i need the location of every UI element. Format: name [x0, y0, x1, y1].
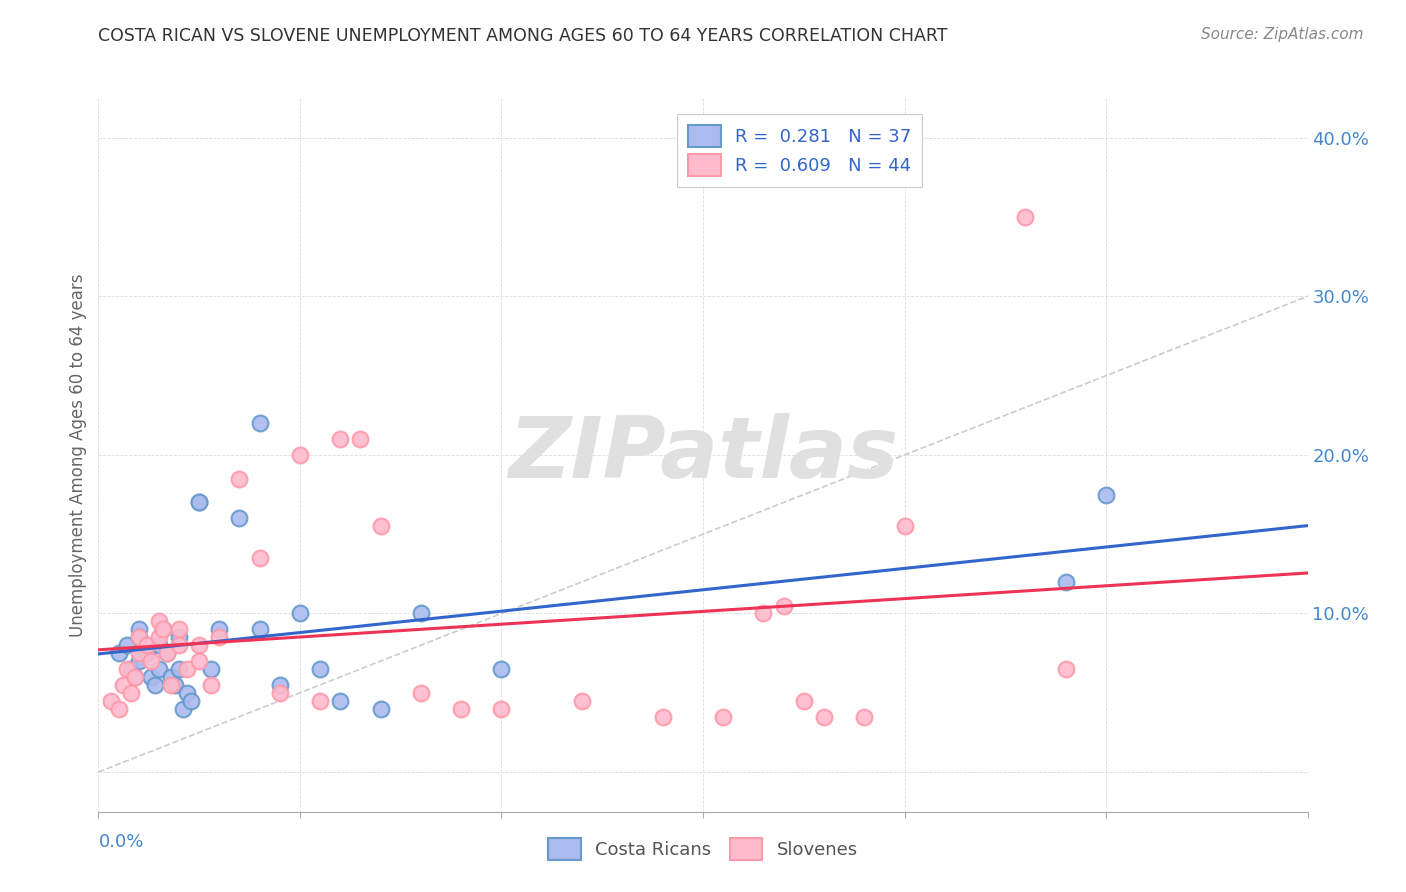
Point [124, 670, 146, 684]
Point [309, 662, 332, 676]
Point [143, 678, 166, 692]
Point [167, 630, 190, 644]
Point [249, 623, 271, 637]
Point [651, 709, 673, 723]
Point [1054, 574, 1077, 589]
Point [188, 495, 211, 509]
Point [349, 432, 371, 446]
Point [167, 662, 190, 676]
Point [135, 646, 157, 660]
Point [711, 709, 734, 723]
Point [228, 472, 250, 486]
Point [172, 701, 194, 715]
Point [156, 646, 179, 660]
Y-axis label: Unemployment Among Ages 60 to 64 years: Unemployment Among Ages 60 to 64 years [69, 273, 87, 637]
Point [409, 686, 432, 700]
Point [160, 678, 183, 692]
Point [167, 623, 190, 637]
Point [148, 615, 170, 629]
Point [115, 662, 138, 676]
Text: ZIPatlas: ZIPatlas [508, 413, 898, 497]
Point [107, 646, 129, 660]
Point [1054, 662, 1077, 676]
Point [200, 662, 222, 676]
Point [793, 694, 815, 708]
Point [148, 630, 170, 644]
Point [128, 654, 150, 668]
Point [208, 623, 231, 637]
Point [269, 686, 291, 700]
Point [128, 630, 150, 644]
Point [180, 694, 202, 708]
Point [115, 638, 138, 652]
Point [893, 519, 915, 533]
Point [188, 654, 211, 668]
Point [120, 686, 142, 700]
Point [1095, 487, 1118, 501]
Point [111, 678, 134, 692]
Point [176, 686, 198, 700]
Point [139, 654, 162, 668]
Point [163, 678, 186, 692]
Point [370, 701, 392, 715]
Text: 0.0%: 0.0% [98, 833, 143, 851]
Point [188, 495, 211, 509]
Point [120, 662, 142, 676]
Point [329, 432, 352, 446]
Point [128, 623, 150, 637]
Point [128, 630, 150, 644]
Point [491, 701, 513, 715]
Point [269, 678, 291, 692]
Legend: Costa Ricans, Slovenes: Costa Ricans, Slovenes [541, 830, 865, 867]
Point [288, 607, 311, 621]
Point [208, 630, 231, 644]
Point [309, 694, 332, 708]
Point [176, 662, 198, 676]
Point [853, 709, 876, 723]
Point [228, 511, 250, 525]
Point [156, 646, 179, 660]
Point [288, 448, 311, 462]
Point [772, 599, 794, 613]
Point [124, 670, 146, 684]
Text: Source: ZipAtlas.com: Source: ZipAtlas.com [1201, 27, 1364, 42]
Point [1014, 210, 1036, 224]
Point [571, 694, 593, 708]
Point [139, 670, 162, 684]
Point [152, 623, 174, 637]
Point [107, 701, 129, 715]
Point [100, 694, 122, 708]
Point [160, 670, 183, 684]
Point [249, 416, 271, 430]
Point [188, 638, 211, 652]
Point [148, 638, 170, 652]
Point [148, 662, 170, 676]
Point [167, 638, 190, 652]
Point [200, 678, 222, 692]
Point [135, 638, 157, 652]
Point [813, 709, 835, 723]
Point [450, 701, 472, 715]
Point [152, 623, 174, 637]
Point [752, 607, 775, 621]
Text: COSTA RICAN VS SLOVENE UNEMPLOYMENT AMONG AGES 60 TO 64 YEARS CORRELATION CHART: COSTA RICAN VS SLOVENE UNEMPLOYMENT AMON… [98, 27, 948, 45]
Point [491, 662, 513, 676]
Point [409, 607, 432, 621]
Point [329, 694, 352, 708]
Point [249, 551, 271, 566]
Point [128, 646, 150, 660]
Point [370, 519, 392, 533]
